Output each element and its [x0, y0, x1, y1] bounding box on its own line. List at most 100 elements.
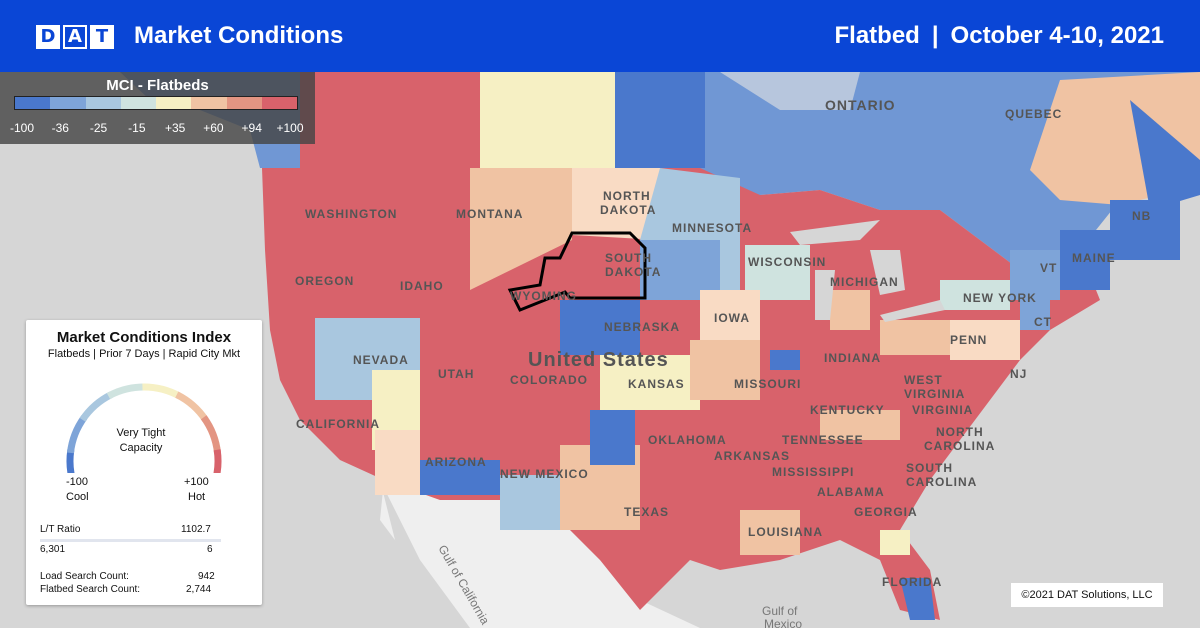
- label-nj: NJ: [1010, 367, 1027, 381]
- label-montana: MONTANA: [456, 207, 523, 221]
- north-dakota[interactable]: [572, 168, 660, 240]
- kansas[interactable]: [600, 355, 700, 410]
- legend-swatch: [85, 97, 121, 109]
- label-north-carolina-1: NORTH: [936, 425, 984, 439]
- market-conditions-card: Market Conditions Index Flatbeds | Prior…: [26, 320, 262, 605]
- ratio-bar: [40, 539, 221, 542]
- date-range: October 4-10, 2021: [950, 22, 1164, 49]
- label-oregon: OREGON: [295, 274, 354, 288]
- missouri[interactable]: [690, 340, 760, 400]
- selected-market-outline[interactable]: [507, 231, 647, 312]
- gauge-arc-segment: [79, 391, 113, 422]
- wisconsin[interactable]: [745, 245, 810, 300]
- header-separator: |: [931, 22, 939, 49]
- label-gulf-of-mexico-2: Mexico: [764, 617, 802, 628]
- choropleth-map[interactable]: ONTARIO QUEBEC WASHINGTON OREGON IDAHO M…: [0, 72, 1200, 628]
- maine[interactable]: [1060, 230, 1110, 290]
- label-west-virginia-2: VIRGINIA: [904, 387, 965, 401]
- gauge-status-1: Very Tight: [116, 427, 166, 439]
- pennsylvania[interactable]: [950, 320, 1020, 360]
- gauge-arc-segment: [66, 449, 75, 473]
- vermont-region[interactable]: [1010, 250, 1060, 300]
- label-wisconsin: WISCONSIN: [748, 255, 826, 269]
- label-minnesota: MINNESOTA: [672, 221, 752, 235]
- label-virginia: VIRGINIA: [912, 403, 973, 417]
- label-north-carolina-2: CAROLINA: [924, 439, 995, 453]
- gauge-max-value: +100: [184, 476, 209, 488]
- new-york-west[interactable]: [940, 280, 1010, 310]
- label-south-carolina-2: CAROLINA: [906, 475, 977, 489]
- arizona-south[interactable]: [420, 460, 500, 495]
- label-colorado: COLORADO: [510, 373, 588, 387]
- label-california: CALIFORNIA: [296, 417, 380, 431]
- gauge-arc: [66, 383, 222, 473]
- card-title: Market Conditions Index: [56, 329, 232, 346]
- new-brunswick[interactable]: [1110, 200, 1180, 260]
- label-south-dakota-1: SOUTH: [605, 251, 652, 265]
- trucks-count: 6: [207, 544, 213, 555]
- label-south-carolina-1: SOUTH: [906, 461, 953, 475]
- texas-west[interactable]: [500, 475, 560, 530]
- illinois-patch[interactable]: [770, 350, 800, 370]
- label-arkansas: ARKANSAS: [714, 449, 790, 463]
- equipment-type: Flatbed: [834, 22, 920, 49]
- legend-title: MCI - Flatbeds: [106, 77, 209, 94]
- montana-east[interactable]: [470, 168, 572, 290]
- massachusetts[interactable]: [1020, 300, 1050, 330]
- hudson-bay: [720, 72, 860, 110]
- load-search-label: Load Search Count:: [40, 571, 129, 582]
- label-alabama: ALABAMA: [817, 485, 885, 499]
- iowa-region[interactable]: [700, 290, 760, 340]
- west-texas[interactable]: [560, 445, 640, 530]
- legend-swatch: [191, 97, 227, 109]
- north-florida[interactable]: [880, 530, 910, 555]
- label-nevada: NEVADA: [353, 353, 409, 367]
- label-gulf-of-mexico-1: Gulf of: [762, 604, 798, 618]
- legend-color-scale: [14, 96, 298, 110]
- alberta: [480, 72, 572, 168]
- kentucky-east[interactable]: [820, 410, 900, 440]
- dat-logo: D A T: [36, 25, 114, 49]
- flatbed-search-label: Flatbed Search Count:: [40, 584, 141, 595]
- legend-swatch: [226, 97, 262, 109]
- logo-letter-d: D: [36, 25, 60, 49]
- label-nebraska: NEBRASKA: [604, 320, 680, 334]
- legend-tick-label: +94: [241, 121, 262, 135]
- gauge-arc-segment: [66, 415, 88, 454]
- label-kentucky: KENTUCKY: [810, 403, 885, 417]
- michigan-south[interactable]: [830, 290, 870, 330]
- label-florida: FLORIDA: [882, 575, 942, 589]
- east-south-dakota[interactable]: [640, 240, 720, 300]
- label-mississippi: MISSISSIPPI: [772, 465, 854, 479]
- page-title: Market Conditions: [134, 22, 344, 49]
- label-new-mexico: NEW MEXICO: [500, 467, 589, 481]
- labrador: [1130, 100, 1200, 210]
- label-tennessee: TENNESSEE: [782, 433, 864, 447]
- logo-letter-a: A: [63, 25, 87, 49]
- nebraska-west[interactable]: [560, 300, 640, 355]
- label-new-york: NEW YORK: [963, 291, 1037, 305]
- loads-count: 6,301: [40, 544, 66, 555]
- gauge-max-label: Hot: [188, 491, 206, 503]
- label-kansas: KANSAS: [628, 377, 685, 391]
- southern-california[interactable]: [375, 430, 420, 495]
- gauge-arc-segment: [175, 391, 209, 422]
- legend-tick-label: +60: [203, 121, 224, 135]
- ohio[interactable]: [880, 320, 960, 355]
- label-nb: NB: [1132, 209, 1151, 223]
- florida-south[interactable]: [900, 578, 935, 620]
- label-idaho: IDAHO: [400, 279, 444, 293]
- gauge-status-2: Capacity: [119, 442, 163, 454]
- legend-swatch: [50, 97, 86, 109]
- label-louisiana: LOUISIANA: [748, 525, 823, 539]
- louisiana-south[interactable]: [740, 510, 800, 555]
- mci-gauge: [66, 383, 222, 473]
- legend-swatch: [120, 97, 156, 109]
- label-georgia: GEORGIA: [854, 505, 918, 519]
- label-washington: WASHINGTON: [305, 207, 397, 221]
- mci-legend: MCI - Flatbeds -100 -36 -25 -15 +35 +60 +94 +10…: [0, 72, 315, 144]
- manitoba: [615, 72, 705, 168]
- saskatchewan: [572, 72, 615, 168]
- oklahoma-panhandle[interactable]: [590, 410, 635, 465]
- ratio-value: 1102.7: [181, 524, 211, 535]
